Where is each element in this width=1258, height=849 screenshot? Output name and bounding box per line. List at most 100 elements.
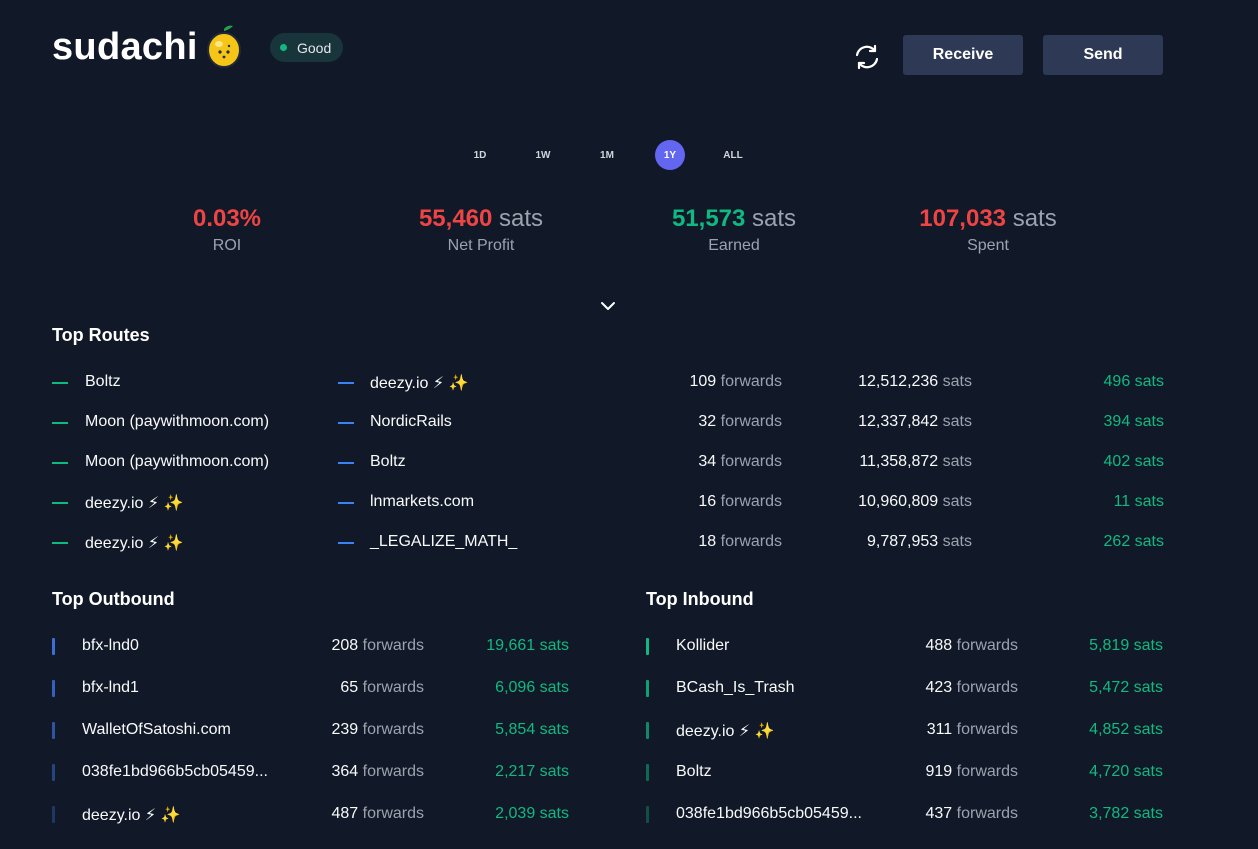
forward-word: forwards — [952, 763, 1018, 780]
forward-word: forwards — [358, 763, 424, 780]
route-to[interactable]: Boltz — [370, 453, 406, 470]
amount-unit: sats — [938, 373, 972, 390]
range-tab-1y[interactable]: 1Y — [655, 140, 685, 170]
channel-name[interactable]: 038fe1bd966b5cb05459... — [676, 805, 862, 822]
channel-fee: 2,039 sats — [495, 805, 569, 822]
channel-row[interactable]: WalletOfSatoshi.com 239 forwards 5,854 sat… — [52, 721, 569, 741]
route-to[interactable]: _LEGALIZE_MATH_ — [370, 533, 518, 550]
forward-word: forwards — [716, 493, 782, 510]
route-from[interactable]: Boltz — [85, 373, 121, 390]
channel-name[interactable]: BCash_Is_Trash — [676, 679, 795, 696]
route-from[interactable]: deezy.io ⚡ ✨ — [85, 535, 184, 552]
route-to-dash — [338, 382, 354, 384]
channel-row[interactable]: Kollider 488 forwards 5,819 sats — [646, 637, 1163, 657]
stat-label: Net Profit — [447, 237, 515, 254]
route-to-dash — [338, 542, 354, 544]
forward-count: 109 — [689, 373, 717, 390]
channel-name[interactable]: Kollider — [676, 637, 730, 654]
stat-unit: sats — [1006, 205, 1057, 232]
forward-count: 239 — [331, 721, 359, 738]
channel-forwards: 239 forwards — [332, 721, 425, 739]
route-forwards: 32 forwards — [698, 413, 782, 431]
channel-name[interactable]: deezy.io ⚡ ✨ — [676, 723, 775, 740]
route-row[interactable]: deezy.io ⚡ ✨ _LEGALIZE_MATH_ 18 forwards 9,… — [52, 533, 1164, 553]
route-to[interactable]: lnmarkets.com — [370, 493, 475, 510]
route-row[interactable]: Moon (paywithmoon.com) Boltz 34 forwards 11… — [52, 453, 1164, 473]
channel-name[interactable]: Boltz — [676, 763, 712, 780]
forward-count: 18 — [698, 533, 717, 550]
channel-bar — [52, 680, 55, 697]
send-button[interactable]: Send — [1043, 35, 1163, 75]
channel-row[interactable]: BCash_Is_Trash 423 forwards 5,472 sats — [646, 679, 1163, 699]
range-tab-1d[interactable]: 1D — [473, 149, 487, 161]
channel-fee: 3,782 sats — [1089, 805, 1163, 822]
channel-fee: 6,096 sats — [495, 679, 569, 696]
stat-label: ROI — [212, 237, 242, 254]
channel-row[interactable]: bfx-lnd0 208 forwards 19,661 sats — [52, 637, 569, 657]
chevron-down-icon[interactable] — [598, 296, 618, 316]
stat-number: 0.03% — [192, 205, 262, 232]
channel-row[interactable]: 038fe1bd966b5cb05459... 437 forwards 3,782… — [646, 805, 1163, 825]
forward-word: forwards — [716, 453, 782, 470]
top-inbound-title: Top Inbound — [646, 589, 754, 609]
range-tab-1m[interactable]: 1M — [600, 149, 614, 161]
channel-name[interactable]: bfx-lnd1 — [82, 679, 139, 696]
stat-label: Spent — [967, 237, 1009, 254]
range-tab-all[interactable]: ALL — [723, 149, 743, 161]
stat-unit: sats — [745, 205, 797, 232]
route-forwards: 109 forwards — [690, 373, 783, 391]
amount-value: 11,358,872 — [859, 453, 939, 470]
route-fee: 496 sats — [1103, 373, 1164, 390]
range-tab-1w[interactable]: 1W — [535, 149, 551, 161]
route-from-dash — [52, 502, 68, 504]
channel-fee: 4,852 sats — [1089, 721, 1163, 738]
stat-value: 107,033 sats — [868, 205, 1108, 233]
channel-bar — [52, 806, 55, 823]
route-to[interactable]: NordicRails — [370, 413, 452, 430]
channel-row[interactable]: Boltz 919 forwards 4,720 sats — [646, 763, 1163, 783]
route-fee: 402 sats — [1103, 453, 1164, 470]
route-to[interactable]: deezy.io ⚡ ✨ — [370, 375, 469, 392]
route-fee: 11 sats — [1113, 493, 1164, 510]
route-from[interactable]: Moon (paywithmoon.com) — [85, 413, 270, 430]
route-row[interactable]: Moon (paywithmoon.com) NordicRails 32 forw… — [52, 413, 1164, 433]
route-from-dash — [52, 382, 68, 384]
channel-name[interactable]: deezy.io ⚡ ✨ — [82, 807, 181, 824]
route-row[interactable]: Boltz deezy.io ⚡ ✨ 109 forwards 12,512,236 … — [52, 373, 1164, 393]
route-from[interactable]: Moon (paywithmoon.com) — [85, 453, 270, 470]
forward-word: forwards — [358, 679, 424, 696]
route-row[interactable]: deezy.io ⚡ ✨ lnmarkets.com 16 forwards 10,9… — [52, 493, 1164, 513]
status-badge: Good — [270, 33, 344, 62]
forward-count: 311 — [926, 721, 953, 738]
route-to-dash — [338, 422, 354, 424]
channel-forwards: 487 forwards — [332, 805, 425, 823]
stat-value: 0.03% — [107, 205, 347, 233]
channel-fee: 2,217 sats — [495, 763, 569, 780]
forward-count: 919 — [925, 763, 953, 780]
route-from[interactable]: deezy.io ⚡ ✨ — [85, 495, 184, 512]
channel-fee: 19,661 sats — [486, 637, 569, 654]
forward-word: forwards — [358, 637, 424, 654]
channel-name[interactable]: 038fe1bd966b5cb05459... — [82, 763, 268, 780]
stat-number: 51,573 — [671, 205, 746, 232]
route-to-dash — [338, 502, 354, 504]
route-forwards: 34 forwards — [698, 453, 782, 471]
channel-bar — [52, 764, 55, 781]
channel-bar — [646, 806, 649, 823]
channel-name[interactable]: WalletOfSatoshi.com — [82, 721, 231, 738]
channel-row[interactable]: bfx-lnd1 65 forwards 6,096 sats — [52, 679, 569, 699]
receive-button[interactable]: Receive — [903, 35, 1023, 75]
channel-row[interactable]: 038fe1bd966b5cb05459... 364 forwards 2,217… — [52, 763, 569, 783]
route-amount: 11,358,872 sats — [859, 453, 972, 471]
channel-row[interactable]: deezy.io ⚡ ✨ 311 forwards 4,852 sats — [646, 721, 1163, 741]
stat-roi: 0.03% ROI — [107, 205, 347, 255]
channel-row[interactable]: deezy.io ⚡ ✨ 487 forwards 2,039 sats — [52, 805, 569, 825]
channel-forwards: 311 forwards — [927, 721, 1018, 739]
forward-count: 423 — [925, 679, 953, 696]
channel-name[interactable]: bfx-lnd0 — [82, 637, 139, 654]
refresh-icon[interactable] — [853, 43, 881, 71]
route-amount: 12,512,236 sats — [858, 373, 972, 391]
stat-earned: 51,573 sats Earned — [614, 205, 854, 255]
channel-fee: 4,720 sats — [1089, 763, 1163, 780]
